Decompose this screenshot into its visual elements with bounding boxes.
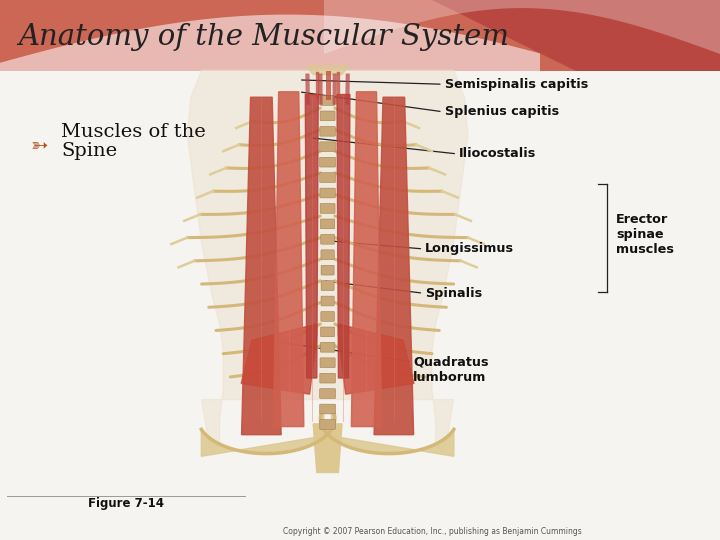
Text: Semispinalis capitis: Semispinalis capitis	[445, 78, 588, 91]
FancyBboxPatch shape	[321, 265, 334, 275]
Text: ➳: ➳	[30, 136, 48, 156]
FancyBboxPatch shape	[320, 96, 335, 105]
Polygon shape	[337, 94, 350, 378]
FancyBboxPatch shape	[320, 204, 335, 213]
Polygon shape	[305, 94, 318, 378]
FancyBboxPatch shape	[320, 142, 336, 152]
FancyBboxPatch shape	[321, 296, 334, 306]
Polygon shape	[320, 408, 454, 456]
Text: Spine: Spine	[61, 142, 117, 160]
FancyBboxPatch shape	[320, 173, 336, 183]
FancyBboxPatch shape	[320, 126, 336, 136]
Polygon shape	[187, 70, 468, 454]
Text: Splenius capitis: Splenius capitis	[445, 105, 559, 118]
FancyBboxPatch shape	[320, 404, 336, 414]
Text: Erector
spinae
muscles: Erector spinae muscles	[616, 213, 674, 256]
FancyBboxPatch shape	[320, 420, 336, 429]
FancyBboxPatch shape	[320, 373, 336, 383]
FancyBboxPatch shape	[320, 358, 335, 368]
Polygon shape	[202, 408, 335, 456]
Text: Copyright © 2007 Pearson Education, Inc., publishing as Benjamin Cummings: Copyright © 2007 Pearson Education, Inc.…	[283, 527, 581, 536]
FancyBboxPatch shape	[320, 219, 335, 229]
Text: Anatomy of the Muscular System: Anatomy of the Muscular System	[18, 23, 509, 51]
FancyBboxPatch shape	[320, 389, 336, 399]
Polygon shape	[274, 92, 304, 427]
Polygon shape	[324, 0, 720, 54]
Polygon shape	[306, 66, 349, 75]
FancyBboxPatch shape	[320, 157, 336, 167]
FancyBboxPatch shape	[321, 250, 334, 260]
Polygon shape	[313, 424, 342, 472]
FancyBboxPatch shape	[320, 234, 335, 244]
Text: Muscles of the: Muscles of the	[61, 123, 206, 141]
Polygon shape	[0, 15, 540, 71]
FancyBboxPatch shape	[321, 312, 334, 321]
Polygon shape	[374, 97, 413, 435]
Polygon shape	[241, 324, 317, 394]
Polygon shape	[0, 0, 720, 71]
Text: Quadratus
lumborum: Quadratus lumborum	[413, 356, 489, 384]
Text: Iliocostalis: Iliocostalis	[459, 147, 536, 160]
Text: Spinalis: Spinalis	[425, 287, 482, 300]
FancyBboxPatch shape	[320, 342, 335, 352]
FancyBboxPatch shape	[320, 111, 335, 121]
FancyBboxPatch shape	[320, 327, 335, 337]
FancyBboxPatch shape	[321, 281, 334, 291]
Polygon shape	[432, 0, 720, 71]
Polygon shape	[351, 92, 382, 427]
Polygon shape	[241, 97, 282, 435]
Polygon shape	[338, 324, 414, 394]
Text: Longissimus: Longissimus	[425, 242, 514, 255]
FancyBboxPatch shape	[320, 188, 336, 198]
Text: Figure 7-14: Figure 7-14	[88, 497, 164, 510]
